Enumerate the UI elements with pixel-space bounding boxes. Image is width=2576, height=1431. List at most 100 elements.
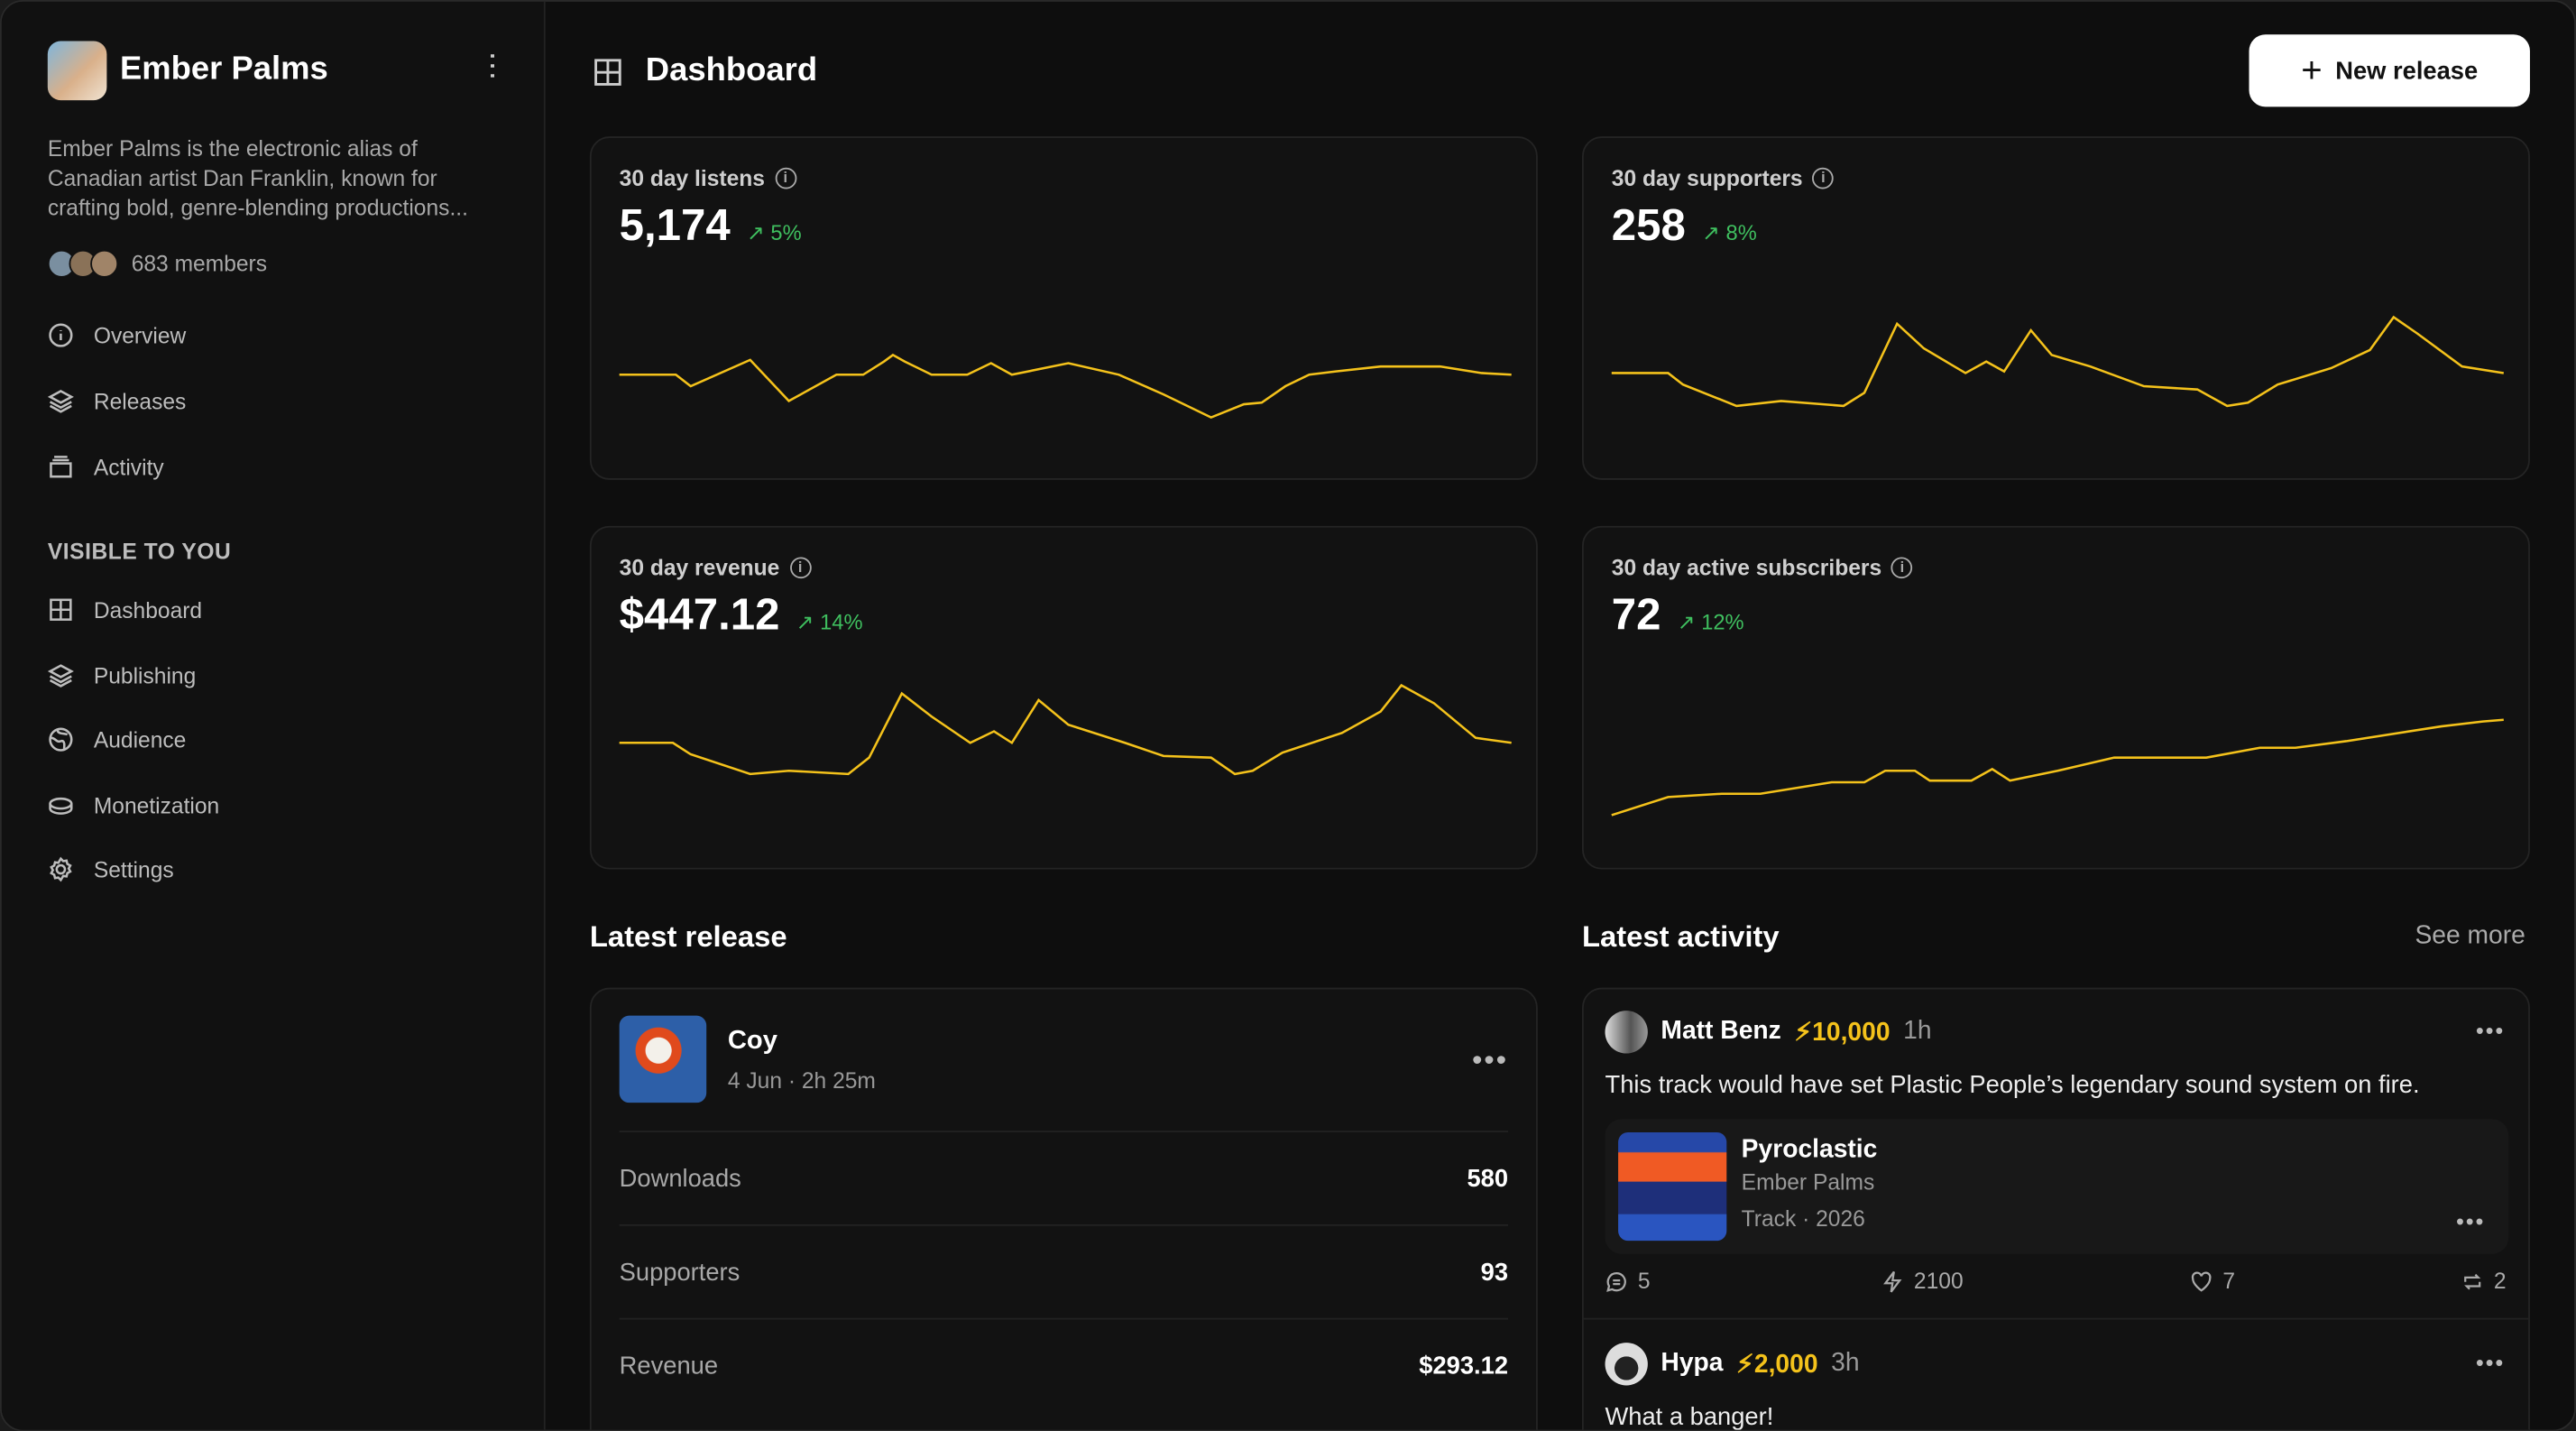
plus-icon: + (2301, 49, 2323, 91)
sidebar-item-publishing[interactable]: Publishing (47, 662, 197, 688)
more-options-icon[interactable]: ••• (2475, 1017, 2506, 1044)
like-button[interactable]: 7 (2190, 1269, 2235, 1293)
sidebar-item-monetization[interactable]: Monetization (48, 792, 219, 818)
sidebar-item-overview[interactable]: Overview (48, 322, 186, 348)
artist-bio: Ember Palms is the electronic alias of C… (47, 136, 468, 221)
comments-button[interactable]: 5 (1605, 1269, 1651, 1293)
stat-card-supporters: 30 day supporters i 258 ↗ 8% (1582, 136, 2530, 480)
row-value: 580 (1467, 1164, 1509, 1193)
sidebar-item-releases[interactable]: Releases (47, 388, 186, 414)
track-embed[interactable]: Pyroclastic Ember Palms Track · 2026 ••• (1605, 1119, 2509, 1254)
sidebar: Ember Palms ⋯ Ember Palms is the electro… (1, 1, 546, 1430)
stat-card-listens: 30 day listens i 5,174 ↗ 5% (589, 136, 1538, 480)
stat-label-text: 30 day revenue (619, 555, 780, 580)
stat-value: 5,174 ↗ 5% (620, 200, 802, 251)
row-label: Revenue (619, 1352, 719, 1380)
sidebar-item-label: Settings (93, 856, 174, 882)
sidebar-item-dashboard[interactable]: Dashboard (48, 596, 202, 623)
stat-delta-value: 14% (820, 609, 863, 635)
sidebar-item-settings[interactable]: Settings (48, 856, 174, 882)
stat-delta-value: 12% (1701, 609, 1744, 635)
release-stat-row: Revenue $293.12 (619, 1317, 1509, 1412)
stat-value-text: 5,174 (619, 200, 731, 250)
sidebar-item-audience[interactable]: Audience (48, 726, 186, 752)
comment-count: 5 (1637, 1269, 1651, 1294)
more-options-icon[interactable]: ••• (1471, 1043, 1508, 1077)
sparkline-chart (619, 353, 1512, 420)
sparkline-chart (1611, 315, 2505, 408)
release-artwork[interactable] (619, 1015, 707, 1103)
stat-label: 30 day supporters i (1611, 165, 1835, 191)
zap-button[interactable]: 2100 (1881, 1269, 1964, 1293)
track-artwork (1618, 1131, 1727, 1242)
stat-delta-value: 5% (770, 220, 802, 245)
stat-delta-value: 8% (1725, 220, 1757, 245)
info-icon[interactable]: i (774, 167, 796, 189)
release-stat-row: Supporters 93 (619, 1223, 1509, 1318)
info-icon[interactable]: i (789, 557, 811, 579)
info-icon[interactable]: i (1812, 167, 1835, 189)
page-title-text: Dashboard (645, 52, 818, 89)
sparkline-series (1611, 315, 2505, 408)
members-count[interactable]: 683 members (47, 249, 267, 278)
avatar[interactable] (1605, 1011, 1648, 1054)
zap-amount: ⚡︎2,000 (1736, 1348, 1818, 1380)
release-meta: 4 Jun · 2h 25m (727, 1067, 876, 1094)
row-label: Downloads (619, 1164, 741, 1193)
new-release-label: New release (2335, 56, 2479, 85)
sidebar-item-label: Dashboard (93, 597, 203, 623)
stat-delta: ↗ 8% (1702, 220, 1757, 246)
sidebar-item-label: Activity (93, 454, 164, 479)
more-options-icon[interactable]: ••• (2455, 1207, 2486, 1234)
user-name[interactable]: Hypa (1661, 1349, 1724, 1378)
layers-icon (47, 390, 74, 413)
heart-icon (2191, 1270, 2212, 1291)
more-options-icon[interactable]: ⋯ (476, 51, 510, 81)
section-label: VISIBLE TO YOU (47, 539, 232, 564)
release-stat-row: Downloads 580 (619, 1131, 1509, 1224)
stat-delta: ↗ 5% (747, 220, 802, 246)
row-value: $293.12 (1419, 1352, 1509, 1380)
repost-button[interactable]: 2 (2461, 1269, 2507, 1293)
stat-delta: ↗ 14% (796, 610, 863, 636)
new-release-button[interactable]: + New release (2249, 34, 2530, 107)
more-options-icon[interactable]: ••• (2475, 1349, 2506, 1376)
info-icon[interactable]: i (1891, 557, 1913, 579)
activity-card: Matt Benz ⚡︎10,000 1h ••• This track wou… (1582, 987, 2530, 1431)
stat-delta: ↗ 12% (1678, 610, 1744, 636)
sidebar-item-activity[interactable]: Activity (48, 454, 164, 480)
stat-label-text: 30 day supporters (1611, 165, 1803, 191)
globe-icon (49, 727, 73, 752)
see-more-link[interactable]: See more (2415, 921, 2525, 950)
release-title[interactable]: Coy (727, 1027, 777, 1056)
stat-card-subscribers: 30 day active subscribers i 72 ↗ 12% (1582, 525, 2530, 870)
activity-text: What a banger! (1605, 1403, 1774, 1431)
zap-value: 10,000 (1812, 1018, 1891, 1047)
stat-value-text: 72 (1611, 589, 1661, 640)
repost-icon (2464, 1273, 2481, 1289)
row-label: Supporters (619, 1258, 741, 1287)
latest-release-card: Coy 4 Jun · 2h 25m ••• Downloads 580 Supp… (589, 987, 1538, 1430)
latest-activity-heading: Latest activity (1582, 919, 1780, 954)
user-name[interactable]: Matt Benz (1661, 1017, 1781, 1046)
stat-label: 30 day revenue i (620, 556, 811, 580)
lightning-icon: ⚡︎ (1736, 1350, 1754, 1379)
stat-card-revenue: 30 day revenue i $447.12 ↗ 14% (589, 525, 1538, 870)
layers-icon (47, 664, 74, 688)
stat-value-text: $447.12 (619, 589, 780, 640)
arrow-up-right-icon: ↗ (796, 609, 814, 635)
grid-icon (594, 58, 621, 85)
sidebar-item-label: Monetization (93, 792, 220, 818)
comment-icon (1606, 1271, 1626, 1291)
avatar[interactable] (1605, 1343, 1648, 1386)
sidebar-item-label: Publishing (93, 662, 197, 688)
member-avatar (90, 249, 119, 278)
row-value: 93 (1480, 1258, 1509, 1287)
zap-count: 2100 (1913, 1269, 1964, 1294)
zap-value: 2,000 (1753, 1350, 1818, 1379)
artist-avatar (47, 41, 107, 101)
sparkline-chart (1611, 718, 2504, 817)
sidebar-item-label: Overview (93, 322, 187, 348)
zap-amount: ⚡︎10,000 (1794, 1017, 1890, 1048)
info-icon (49, 323, 73, 347)
